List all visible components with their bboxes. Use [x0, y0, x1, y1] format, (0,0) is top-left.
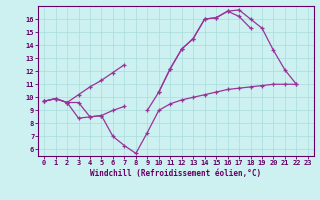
X-axis label: Windchill (Refroidissement éolien,°C): Windchill (Refroidissement éolien,°C)	[91, 169, 261, 178]
